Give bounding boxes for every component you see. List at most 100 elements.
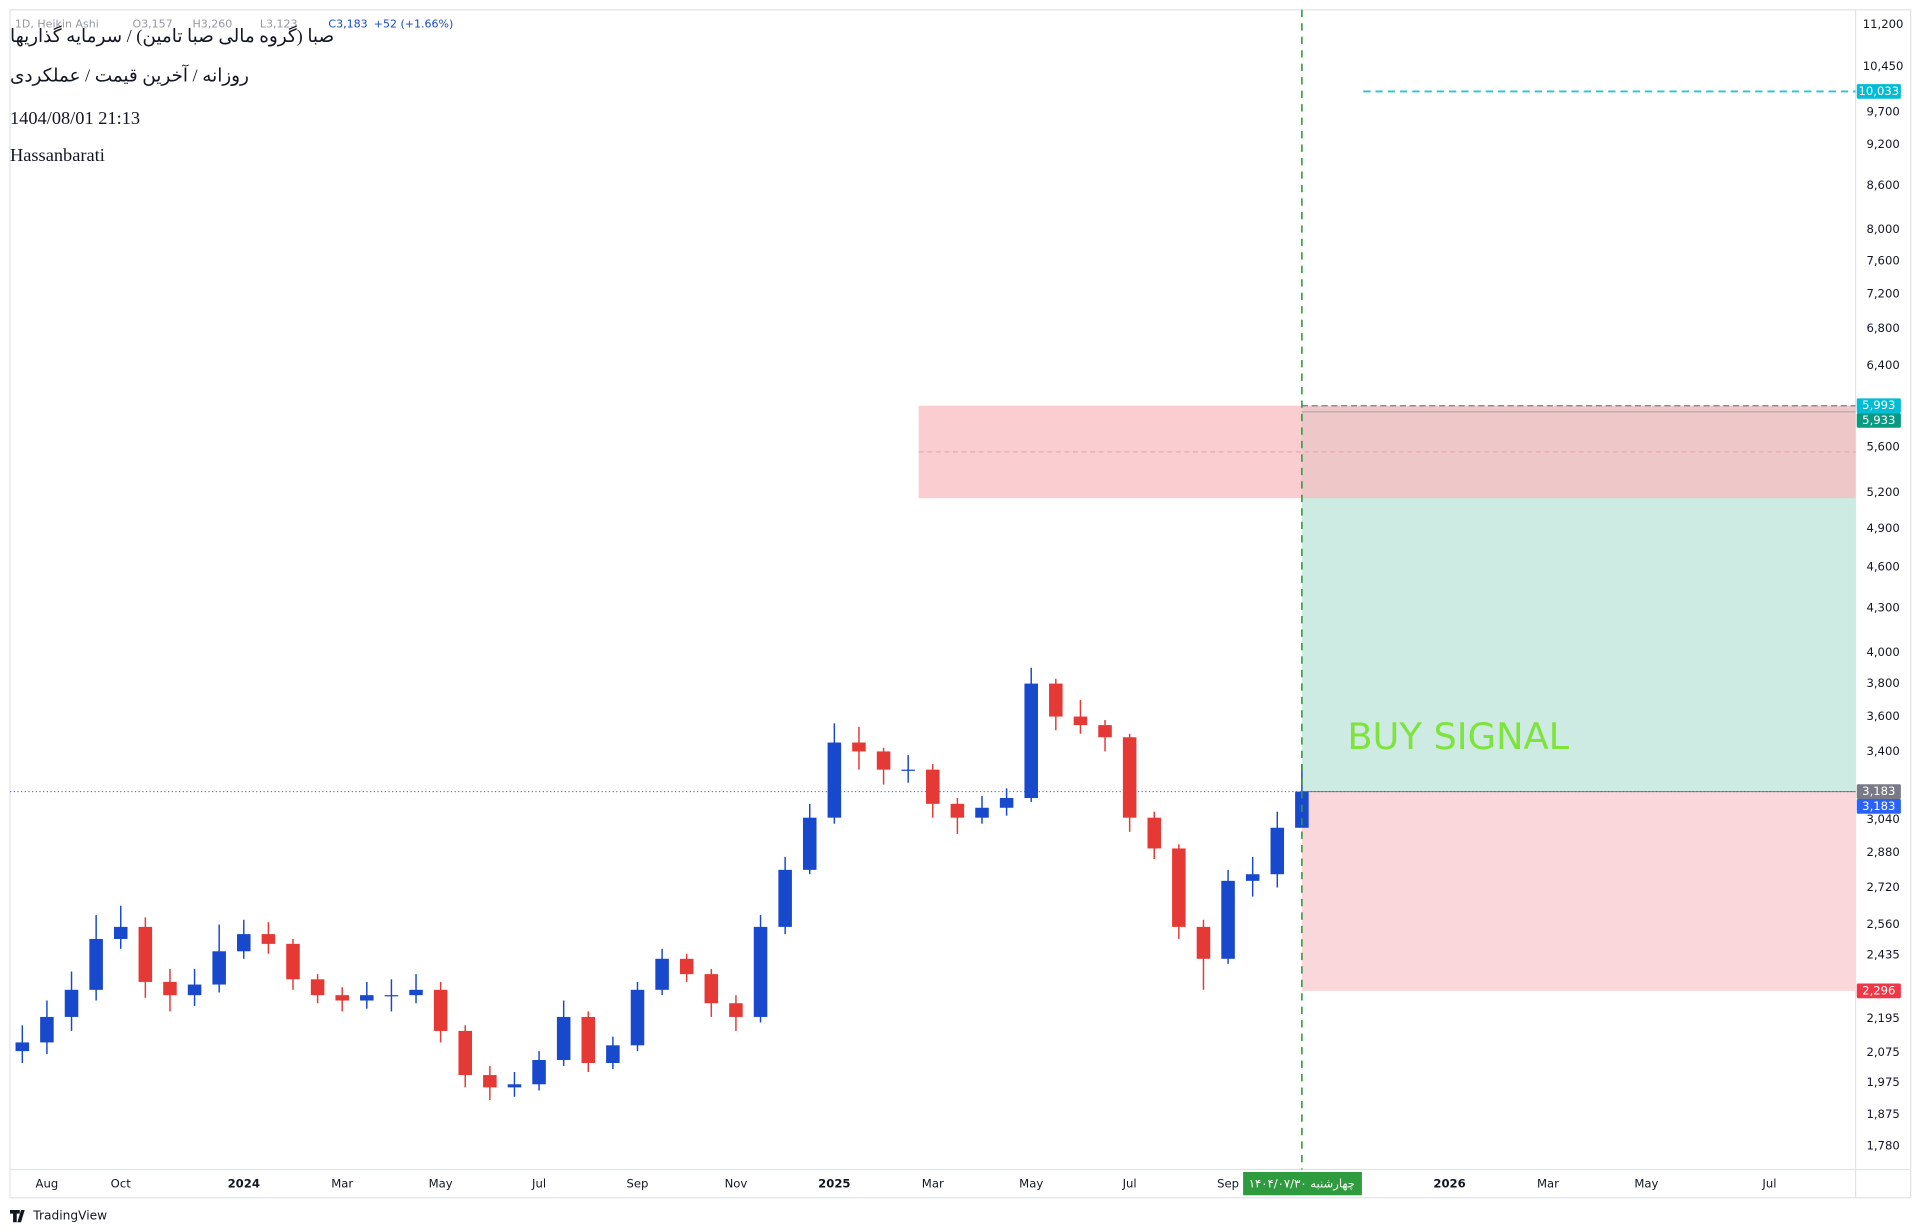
candle-body bbox=[89, 938, 103, 990]
price-tag bbox=[1856, 983, 1901, 999]
candle-body bbox=[507, 1084, 522, 1088]
brand: TradingView bbox=[32, 1209, 107, 1223]
candle-body bbox=[483, 1075, 497, 1088]
candle-body bbox=[1049, 683, 1063, 717]
title: صبا (گروه مالی صبا تامین) / سرمایه گذاری… bbox=[10, 25, 334, 47]
candle-body bbox=[163, 981, 177, 996]
candle-body bbox=[1196, 926, 1211, 959]
y-tick-label: 9,200 bbox=[1866, 137, 1899, 151]
legend-interval: 1D, Heikin Ashi bbox=[15, 17, 99, 30]
x-tick-label: May bbox=[1019, 1177, 1043, 1191]
candle-body bbox=[802, 817, 817, 870]
x-tick-label: Mar bbox=[1537, 1177, 1559, 1191]
candle-body bbox=[532, 1060, 546, 1085]
candle-body bbox=[926, 769, 940, 804]
subtitle: روزانه / آخرین قیمت / عملکردی bbox=[10, 64, 249, 86]
x-tick-label: Oct bbox=[111, 1177, 132, 1191]
y-tick-label: 7,600 bbox=[1866, 253, 1899, 267]
x-tick-label: Aug bbox=[36, 1177, 59, 1191]
price-tag-label: 2,296 bbox=[1862, 983, 1895, 997]
y-tick-label: 1,875 bbox=[1866, 1107, 1899, 1121]
author: Hassanbarati bbox=[10, 145, 105, 165]
x-tick-label: 2025 bbox=[818, 1177, 850, 1191]
candle-body bbox=[1245, 874, 1260, 881]
candle-body bbox=[1098, 725, 1112, 738]
candle-body bbox=[901, 769, 915, 771]
candle-body bbox=[1073, 716, 1088, 726]
price-tag-label: 3,183 bbox=[1862, 799, 1895, 813]
y-tick-label: 1,780 bbox=[1866, 1139, 1899, 1153]
x-tick-label: Mar bbox=[922, 1177, 944, 1191]
candle-body bbox=[999, 798, 1014, 808]
x-tick-label: Jul bbox=[1122, 1177, 1137, 1191]
candle-body bbox=[1024, 683, 1038, 799]
y-tick-label: 7,200 bbox=[1866, 286, 1899, 300]
stop-zone bbox=[1301, 791, 1856, 991]
x-tick-label: 2026 bbox=[1433, 1177, 1465, 1191]
buy-signal: BUY SIGNAL bbox=[1347, 715, 1569, 758]
candle-body bbox=[409, 989, 423, 996]
y-tick-label: 3,040 bbox=[1866, 812, 1899, 826]
y-tick-label: 2,880 bbox=[1866, 845, 1899, 859]
candle-body bbox=[778, 869, 792, 927]
y-tick-label: 3,400 bbox=[1866, 744, 1899, 758]
candle-body bbox=[1172, 848, 1186, 927]
y-tick-label: 8,000 bbox=[1866, 222, 1899, 236]
candle-body bbox=[630, 989, 645, 1046]
candle-body bbox=[679, 958, 694, 975]
legend-low: L3,123 bbox=[260, 17, 298, 30]
candle-body bbox=[1147, 817, 1162, 849]
candle-body bbox=[138, 926, 153, 982]
x-tick-label: Jul bbox=[531, 1177, 546, 1191]
candle-body bbox=[286, 943, 300, 980]
x-tick-label: Jul bbox=[1761, 1177, 1776, 1191]
y-tick-label: 10,450 bbox=[1863, 59, 1904, 73]
y-tick-label: 5,200 bbox=[1866, 485, 1899, 499]
candle-body bbox=[1270, 827, 1285, 875]
candle-body bbox=[655, 958, 669, 990]
candle-body bbox=[261, 934, 276, 944]
candle-body bbox=[335, 995, 349, 1001]
y-tick-label: 2,195 bbox=[1866, 1011, 1899, 1025]
legend-change: +52 (+1.66%) bbox=[374, 17, 454, 30]
price-tag-label: 5,993 bbox=[1862, 398, 1895, 412]
candle-body bbox=[975, 807, 989, 818]
y-tick-label: 4,900 bbox=[1866, 521, 1899, 535]
price-tag bbox=[1856, 413, 1901, 428]
price-tag bbox=[1856, 799, 1901, 814]
candle-body bbox=[40, 1016, 54, 1043]
candle-body bbox=[113, 926, 128, 939]
y-tick-label: 3,800 bbox=[1866, 676, 1899, 690]
legend-close: C3,183 bbox=[328, 17, 367, 30]
y-tick-label: 2,435 bbox=[1866, 948, 1899, 962]
x-tick-label: Sep bbox=[627, 1177, 649, 1191]
marker-date: چهارشنبه ۱۴۰۴/۰۷/۳۰ bbox=[1249, 1177, 1355, 1192]
price-tag-label: 10,033 bbox=[1858, 84, 1899, 98]
candle-body bbox=[704, 974, 719, 1004]
brand-logo: TradingView bbox=[10, 1209, 107, 1223]
candle-body bbox=[729, 1003, 743, 1017]
y-tick-label: 1,975 bbox=[1866, 1075, 1899, 1089]
y-tick-label: 4,600 bbox=[1866, 560, 1899, 574]
overlay: 1D, Heikin Ashi O3,157 H3,260 L3,123 C3,… bbox=[10, 17, 454, 1223]
legend-high: H3,260 bbox=[192, 17, 232, 30]
y-tick-label: 2,075 bbox=[1866, 1045, 1899, 1059]
candle-body bbox=[458, 1030, 473, 1076]
candle-body bbox=[212, 951, 226, 985]
candle-body bbox=[1122, 737, 1137, 818]
price-tag bbox=[1856, 84, 1901, 99]
candle-body bbox=[310, 979, 325, 996]
candle-body bbox=[827, 742, 842, 818]
candle-body bbox=[556, 1016, 571, 1061]
candle-body bbox=[360, 995, 374, 1001]
y-tick-label: 8,600 bbox=[1866, 178, 1899, 192]
y-tick-label: 3,600 bbox=[1866, 709, 1899, 723]
candle-body bbox=[876, 751, 891, 770]
candle-body bbox=[237, 934, 251, 952]
y-tick-label: 5,600 bbox=[1866, 440, 1899, 454]
x-tick-label: 2024 bbox=[228, 1177, 260, 1191]
x-tick-label: Mar bbox=[331, 1177, 353, 1191]
candle-body bbox=[606, 1045, 620, 1063]
y-tick-label: 6,400 bbox=[1866, 358, 1899, 372]
